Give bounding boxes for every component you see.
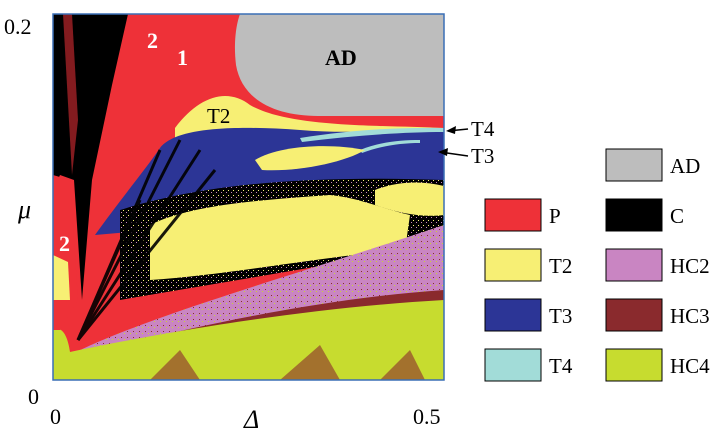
region-AD bbox=[234, 14, 444, 116]
legend: AD P C T2 HC2 T3 HC3 T4 HC4 bbox=[484, 148, 710, 382]
legend-label-ad: AD bbox=[670, 154, 700, 178]
legend-label-c: C bbox=[670, 204, 684, 228]
legend-swatch-p bbox=[484, 198, 542, 232]
ytick-top: 0.2 bbox=[4, 14, 32, 39]
region-T2-mid bbox=[150, 195, 410, 280]
y-axis-label: μ bbox=[17, 195, 31, 224]
legend-label-hc4: HC4 bbox=[670, 354, 710, 378]
region-T2-island bbox=[255, 146, 365, 171]
legend-swatch-t4 bbox=[484, 348, 542, 382]
callout-T3: T3 bbox=[438, 144, 494, 168]
legend-label-t4: T4 bbox=[549, 354, 573, 378]
legend-label-p: P bbox=[549, 204, 561, 228]
legend-label-hc2: HC2 bbox=[670, 254, 710, 278]
x-axis-label: Δ bbox=[243, 405, 259, 434]
legend-label-t2: T2 bbox=[549, 254, 572, 278]
legend-swatch-t3 bbox=[484, 298, 542, 332]
plot-frame bbox=[52, 13, 445, 381]
legend-swatch-hc4 bbox=[605, 348, 663, 382]
ytick-bottom: 0 bbox=[28, 384, 39, 409]
legend-label-t3: T3 bbox=[549, 304, 572, 328]
svg-text:T4: T4 bbox=[471, 117, 495, 141]
legend-swatch-ad bbox=[605, 148, 663, 182]
legend-swatch-c bbox=[605, 198, 663, 232]
legend-swatch-hc3 bbox=[605, 298, 663, 332]
region-label-1: 1 bbox=[177, 45, 188, 70]
region-P-stripes bbox=[63, 14, 78, 175]
region-label-2-top: 2 bbox=[147, 28, 158, 53]
region-label-T2: T2 bbox=[207, 104, 230, 128]
legend-swatch-hc2 bbox=[605, 248, 663, 282]
region-HC2 bbox=[70, 225, 444, 370]
callout-T4: T4 bbox=[446, 117, 495, 141]
xtick-left: 0 bbox=[50, 404, 61, 429]
xtick-right: 0.5 bbox=[413, 404, 441, 429]
phase-regions bbox=[53, 14, 444, 380]
legend-swatch-t2 bbox=[484, 248, 542, 282]
legend-label-hc3: HC3 bbox=[670, 304, 710, 328]
region-label-2-left: 2 bbox=[59, 231, 70, 256]
region-label-AD: AD bbox=[325, 45, 357, 70]
svg-text:T3: T3 bbox=[471, 144, 494, 168]
chaos-rays bbox=[76, 139, 217, 341]
region-HC4 bbox=[53, 300, 444, 380]
region-T4 bbox=[300, 127, 444, 142]
